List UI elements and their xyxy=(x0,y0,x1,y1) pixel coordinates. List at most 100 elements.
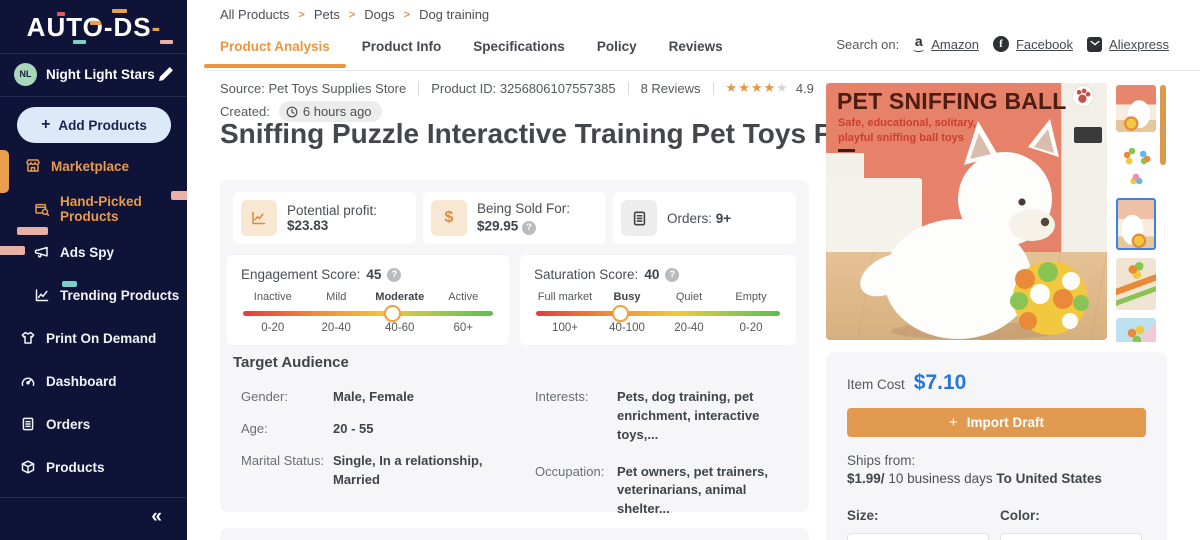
sidebar-item-marketplace[interactable]: Marketplace xyxy=(0,155,187,177)
tab-product-info[interactable]: Product Info xyxy=(361,39,442,54)
breadcrumb-dogs[interactable]: Dogs xyxy=(364,7,395,22)
next-section-edge xyxy=(220,528,809,540)
thumbnail-1[interactable] xyxy=(1116,85,1156,132)
divider xyxy=(627,81,629,95)
help-icon[interactable]: ? xyxy=(665,267,680,282)
tab-product-analysis[interactable]: Product Analysis xyxy=(204,33,346,68)
sidebar-item-hand-picked-products[interactable]: Hand-Picked Products xyxy=(0,194,187,224)
breadcrumb-all-products[interactable]: All Products xyxy=(220,7,290,22)
audience-label: Gender: xyxy=(241,389,288,404)
range-label: 100+ xyxy=(552,322,578,334)
search-on-bar: Search on: a Amazon f Facebook Aliexpres… xyxy=(836,34,1169,53)
dollar-icon: $ xyxy=(431,200,467,236)
logo-mark xyxy=(89,21,101,25)
profit-chart-icon xyxy=(241,200,277,236)
logo-mark xyxy=(159,40,173,44)
search-amazon-link[interactable]: Amazon xyxy=(931,36,979,52)
product-id-value: 3256806107557385 xyxy=(499,80,616,96)
range-label: 40-60 xyxy=(385,322,415,334)
audience-row-marital-status: Marital Status: Single, In a relationshi… xyxy=(241,452,515,490)
import-draft-button[interactable]: + Import Draft xyxy=(847,408,1146,437)
sidebar-item-dashboard[interactable]: Dashboard xyxy=(0,370,187,392)
ship-price: $1.99/ xyxy=(847,471,885,486)
autods-logo[interactable]: AUTO-DS- xyxy=(0,9,187,44)
breadcrumb-pets[interactable]: Pets xyxy=(313,7,340,22)
storefront-icon xyxy=(25,158,41,174)
thumbnail-2[interactable] xyxy=(1116,140,1156,190)
search-facebook-link[interactable]: Facebook xyxy=(1015,36,1074,52)
decorative-bar xyxy=(171,191,187,200)
thumbnail-scrollbar[interactable] xyxy=(1160,85,1166,165)
size-select[interactable] xyxy=(847,533,989,540)
stat-value: $29.95 xyxy=(477,217,519,233)
search-on-label: Search on: xyxy=(836,36,900,52)
aliexpress-icon[interactable] xyxy=(1087,36,1103,52)
engagement-slider xyxy=(243,305,493,322)
amazon-icon[interactable]: a xyxy=(913,34,925,53)
sidebar-item-label: Products xyxy=(46,459,105,475)
range-label: 0-20 xyxy=(261,322,285,334)
store-avatar: NL xyxy=(14,62,37,86)
target-audience-heading: Target Audience xyxy=(233,354,349,371)
tshirt-icon xyxy=(20,330,36,346)
stat-value: $23.83 xyxy=(287,218,329,233)
engagement-slider-knob[interactable] xyxy=(384,305,401,322)
decorative-bar xyxy=(62,281,77,287)
source-value: Pet Toys Supplies Store xyxy=(268,80,407,96)
store-name: Night Light Stars xyxy=(46,66,155,82)
saturation-slider xyxy=(536,305,780,322)
facebook-icon[interactable]: f xyxy=(992,36,1009,53)
level-label: Empty xyxy=(735,291,767,303)
range-label: 60+ xyxy=(453,322,473,334)
audience-value: 20 - 55 xyxy=(333,420,374,436)
sidebar-item-products[interactable]: Products xyxy=(0,456,187,478)
help-icon[interactable]: ? xyxy=(522,220,537,235)
sidebar-item-label: Dashboard xyxy=(46,373,117,389)
search-aliexpress-link[interactable]: Aliexpress xyxy=(1109,36,1169,52)
tab-policy[interactable]: Policy xyxy=(596,39,637,54)
sidebar-item-label: Ads Spy xyxy=(60,244,115,260)
created-badge: 6 hours ago xyxy=(278,101,382,122)
engagement-score-value: 45 xyxy=(366,267,382,282)
sidebar-item-label: Marketplace xyxy=(51,158,130,174)
sidebar-item-label: Print On Demand xyxy=(46,330,157,346)
breadcrumb-dog-training[interactable]: Dog training xyxy=(419,7,490,22)
item-cost-label: Item Cost xyxy=(847,377,905,392)
level-label: Full market xyxy=(537,291,593,303)
sidebar-item-print-on-demand[interactable]: Print On Demand xyxy=(0,327,187,349)
saturation-slider-knob[interactable] xyxy=(612,305,630,322)
speedometer-icon xyxy=(20,373,36,389)
level-label: Inactive xyxy=(253,291,292,303)
sidebar-item-trending-products[interactable]: Trending Products xyxy=(0,284,187,306)
divider xyxy=(712,81,714,95)
sidebar-item-orders[interactable]: Orders xyxy=(0,413,187,435)
collapse-sidebar-icon[interactable]: « xyxy=(151,506,162,527)
sidebar-item-ads-spy[interactable]: Ads Spy xyxy=(0,241,187,263)
audience-label: Occupation: xyxy=(535,463,605,479)
engagement-score-card: Engagement Score: 45 ? Inactive Mild Mod… xyxy=(227,255,509,345)
add-products-button[interactable]: + Add Products xyxy=(17,107,171,143)
thumbnail-list xyxy=(1116,85,1156,342)
thumbnail-5[interactable] xyxy=(1116,318,1156,342)
product-main-image[interactable]: PET SNIFFING BALL Safe, educational, sol… xyxy=(826,83,1107,340)
ship-days: 10 business days xyxy=(888,471,993,486)
stat-label: Being Sold For: xyxy=(477,201,571,217)
audience-row-gender: Gender: Male, Female xyxy=(241,388,515,407)
image-dash xyxy=(838,149,855,152)
engagement-levels: Inactive Mild Moderate Active xyxy=(241,291,495,303)
dog-and-ball-illustration xyxy=(860,119,1089,340)
color-select[interactable] xyxy=(1000,533,1142,540)
stat-label: Orders: xyxy=(667,210,713,226)
chevron-right-icon: > xyxy=(298,8,305,21)
thumbnail-3-selected[interactable] xyxy=(1116,198,1156,250)
logo-mark xyxy=(72,40,86,44)
edit-store-icon[interactable] xyxy=(158,66,174,82)
help-icon[interactable]: ? xyxy=(387,267,402,282)
logo-mark xyxy=(111,9,127,13)
tab-specifications[interactable]: Specifications xyxy=(473,39,565,54)
store-selector[interactable]: NL Night Light Stars xyxy=(14,61,174,87)
tab-reviews[interactable]: Reviews xyxy=(668,39,723,54)
created-row: Created: 6 hours ago xyxy=(220,101,382,122)
engagement-ranges: 0-20 20-40 40-60 60+ xyxy=(241,322,495,334)
thumbnail-4[interactable] xyxy=(1116,258,1156,310)
